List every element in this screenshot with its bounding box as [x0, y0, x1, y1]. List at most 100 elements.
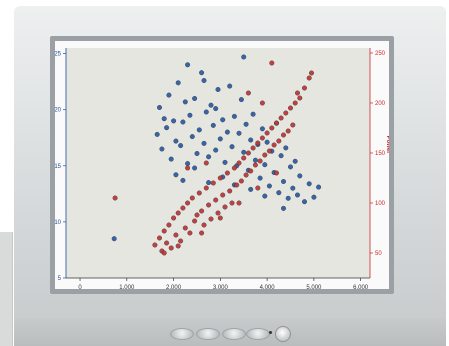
- left-tick-label: 10: [55, 220, 62, 226]
- power-point: [259, 135, 265, 141]
- power-point: [292, 100, 298, 106]
- monitor-button-4[interactable]: [246, 328, 270, 340]
- acceleration-point: [227, 83, 233, 89]
- acceleration-point: [173, 172, 179, 178]
- acceleration-point: [168, 156, 174, 162]
- left-tick-label: 20: [55, 108, 62, 114]
- power-point: [199, 230, 205, 236]
- acceleration-point: [262, 162, 268, 168]
- monitor-button-3[interactable]: [222, 328, 246, 340]
- power-point: [274, 170, 279, 176]
- monitor-button-2[interactable]: [196, 328, 220, 340]
- power-point: [266, 148, 272, 154]
- power-point: [227, 188, 233, 194]
- x-tick-label: 4,000: [260, 285, 276, 289]
- right-tick-label: 250: [375, 51, 386, 57]
- power-point: [290, 122, 296, 128]
- acceleration-point: [222, 159, 228, 165]
- acceleration-point: [166, 92, 172, 98]
- x-tick-label: 1,000: [119, 285, 135, 289]
- acceleration-point: [306, 181, 312, 187]
- power-point: [180, 205, 186, 211]
- power-point: [262, 152, 268, 158]
- acceleration-point: [266, 183, 272, 189]
- acceleration-point: [111, 236, 117, 242]
- power-point: [255, 185, 261, 191]
- power-point: [166, 222, 172, 228]
- power-point: [243, 172, 249, 178]
- acceleration-point: [192, 96, 198, 101]
- power-point: [269, 60, 275, 66]
- power-point: [175, 210, 181, 216]
- acceleration-point: [252, 157, 258, 163]
- power-point: [152, 242, 158, 248]
- power-point: [306, 75, 312, 81]
- power-point: [229, 200, 235, 206]
- acceleration-point: [157, 105, 162, 110]
- acceleration-point: [259, 126, 265, 132]
- power-point: [178, 238, 184, 244]
- power-point: [185, 165, 191, 171]
- power-point: [196, 190, 202, 196]
- acceleration-point: [297, 173, 303, 179]
- power-point: [217, 175, 223, 181]
- acceleration-point: [180, 177, 186, 183]
- acceleration-point: [154, 131, 160, 137]
- acceleration-point: [199, 70, 205, 76]
- power-point: [283, 110, 289, 116]
- power-point: [220, 192, 226, 198]
- power-point: [192, 218, 198, 224]
- power-point: [213, 197, 219, 203]
- acceleration-point: [196, 127, 202, 133]
- power-point: [257, 158, 263, 164]
- acceleration-point: [159, 146, 165, 152]
- acceleration-point: [213, 147, 219, 153]
- left-tick-label: 25: [55, 52, 62, 58]
- power-point: [248, 168, 254, 174]
- acceleration-point: [203, 109, 209, 115]
- acceleration-point: [215, 87, 221, 92]
- acceleration-point: [178, 143, 184, 149]
- power-point: [161, 228, 167, 234]
- power-point: [203, 185, 209, 191]
- power-point: [278, 115, 284, 121]
- power-point: [276, 138, 282, 144]
- acceleration-point: [241, 54, 247, 60]
- acceleration-point: [283, 145, 289, 151]
- power-point: [309, 70, 314, 76]
- monitor-button-1[interactable]: [170, 328, 194, 340]
- acceleration-point: [290, 185, 296, 191]
- acceleration-point: [208, 102, 214, 108]
- power-point: [255, 140, 261, 146]
- power-point: [295, 90, 300, 96]
- power-button[interactable]: [275, 326, 291, 342]
- acceleration-point: [224, 129, 230, 135]
- acceleration-point: [210, 122, 216, 128]
- acceleration-point: [192, 165, 198, 171]
- acceleration-point: [201, 140, 207, 146]
- power-point: [194, 212, 200, 218]
- acceleration-point: [175, 80, 181, 86]
- power-point: [250, 145, 256, 151]
- power-point: [234, 182, 240, 188]
- acceleration-point: [281, 179, 286, 184]
- x-tick-label: 5,000: [306, 285, 322, 289]
- acceleration-point: [189, 134, 195, 140]
- acceleration-point: [311, 194, 317, 200]
- power-point: [274, 120, 279, 126]
- acceleration-point: [248, 137, 254, 143]
- acceleration-point: [241, 149, 247, 155]
- x-tick-label: 0: [78, 285, 82, 289]
- acceleration-point: [288, 164, 293, 170]
- right-tick-label: 150: [375, 151, 386, 157]
- scatter-chart: 0 1,000 2,000 3,000 4,000 5,000 6,000 5 10 15 20 25…: [55, 48, 389, 289]
- power-point: [245, 150, 251, 156]
- acceleration-point: [161, 116, 167, 122]
- screen: 0 1,000 2,000 3,000 4,000 5,000 6,000 5 10 15 20 25…: [55, 41, 389, 289]
- acceleration-point: [220, 117, 226, 123]
- right-tick-label: 100: [375, 201, 386, 207]
- power-point: [285, 128, 291, 134]
- power-point: [187, 230, 193, 236]
- power-point: [157, 235, 162, 241]
